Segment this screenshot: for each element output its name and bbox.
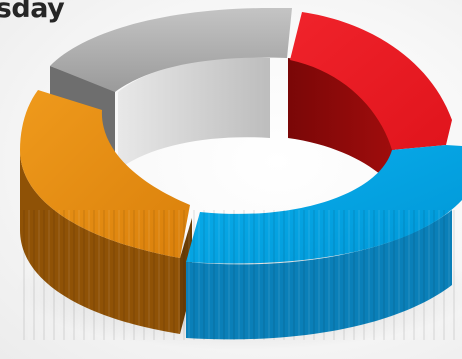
slice-gray-top	[50, 8, 292, 92]
slice-blue-outer-wall	[186, 210, 452, 340]
extrusion-streaks	[23, 210, 460, 340]
slice-orange-outer-wall	[20, 150, 180, 334]
slice-blue-top	[186, 145, 462, 264]
slice-orange-top	[20, 90, 190, 258]
slice-red-top	[290, 12, 452, 150]
chart-title: esday	[0, 0, 65, 24]
slice-gray-inner-wall	[118, 57, 270, 171]
